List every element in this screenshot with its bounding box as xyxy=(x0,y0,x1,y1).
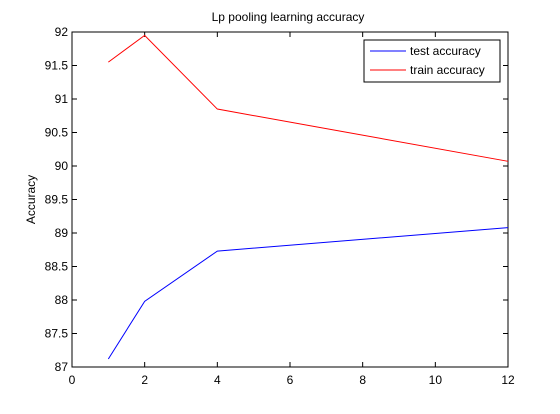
x-tick-label: 10 xyxy=(429,373,443,387)
y-axis-label: Accuracy xyxy=(24,175,38,224)
x-tick-label: 4 xyxy=(214,373,221,387)
axis-ticks: 0 2 4 6 8 10 12 87 87.5 88 88.5 89 89.5 90 90.5 91 91.5 9… xyxy=(45,25,515,387)
series-line-test-accuracy xyxy=(107,227,509,360)
y-tick-label: 91.5 xyxy=(45,59,69,73)
chart-title: Lp pooling learning accuracy xyxy=(212,10,365,24)
y-tick-label: 90.5 xyxy=(45,126,69,140)
y-tick-label: 89 xyxy=(55,226,69,240)
x-tick-label: 8 xyxy=(359,373,366,387)
legend: test accuracy train accuracy xyxy=(363,39,501,83)
y-tick-label: 88.5 xyxy=(45,260,69,274)
y-tick-label: 88 xyxy=(55,293,69,307)
plot-area xyxy=(71,31,509,368)
x-tick-label: 6 xyxy=(287,373,294,387)
series-lines xyxy=(107,34,509,360)
x-tick-label: 2 xyxy=(141,373,148,387)
legend-box xyxy=(363,39,501,83)
y-tick-label: 91 xyxy=(55,92,69,106)
legend-label-train-accuracy: train accuracy xyxy=(410,63,485,77)
y-tick-label: 87.5 xyxy=(45,327,69,341)
x-tick-label: 12 xyxy=(501,373,515,387)
y-tick-label: 87 xyxy=(55,360,69,374)
y-tick-label: 92 xyxy=(55,25,69,39)
y-tick-label: 90 xyxy=(55,159,69,173)
series-line-train-accuracy xyxy=(108,34,509,162)
legend-label-test-accuracy: test accuracy xyxy=(410,44,481,58)
x-tick-label: 0 xyxy=(69,373,76,387)
y-tick-label: 89.5 xyxy=(45,193,69,207)
